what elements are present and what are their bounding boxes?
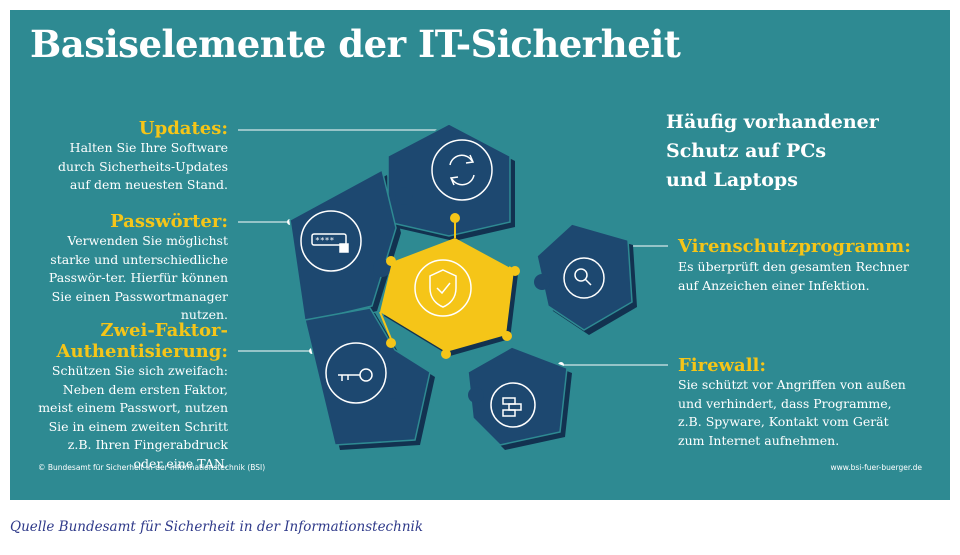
puzzle-piece-firewall: [467, 346, 568, 446]
text-virenschutz: Es überprüft den gesamten Rechner auf An…: [678, 259, 909, 293]
shield-check-icon: [414, 259, 472, 317]
text-zwei-faktor: Schützen Sie sich zweifach: Neben dem er…: [38, 363, 228, 471]
heading-passwoerter: Passwörter:: [110, 211, 228, 232]
right-heading-line: und Laptops: [666, 169, 798, 191]
puzzle-piece-zwei-faktor: [304, 307, 431, 446]
source-caption: Quelle Bundesamt für Sicherheit in der I…: [10, 519, 424, 535]
heading-authentisierung: Authentisierung:: [56, 341, 228, 362]
right-heading-line: Häufig vorhandener: [666, 111, 879, 133]
right-column-heading: Häufig vorhandener Schutz auf PCs und La…: [666, 108, 916, 195]
text-passwoerter: Verwenden Sie möglichst starke und unter…: [48, 233, 228, 322]
heading-zwei-faktor: Zwei-Faktor-: [100, 320, 228, 341]
right-heading-line: Schutz auf PCs: [666, 140, 827, 162]
copyright-footer: © Bundesamt für Sicherheit in der Inform…: [38, 463, 266, 472]
key-icon: [325, 342, 387, 404]
password-icon: ****: [300, 210, 362, 272]
puzzle-piece-virenschutz: [536, 223, 633, 331]
refresh-icon: [431, 139, 493, 201]
firewall-icon: [490, 382, 536, 428]
website-footer: www.bsi-fuer-buerger.de: [830, 463, 922, 472]
page-title: Basiselemente der IT-Sicherheit: [30, 22, 681, 66]
puzzle-piece-updates: [387, 123, 511, 237]
virus-search-icon: [563, 257, 605, 299]
svg-text:****: ****: [315, 236, 334, 245]
text-firewall: Sie schützt vor Angriffen von außen und …: [678, 377, 906, 448]
heading-updates: Updates:: [138, 118, 228, 139]
heading-virenschutz: Virenschutzprogramm:: [678, 236, 911, 257]
heading-firewall: Firewall:: [678, 355, 767, 376]
text-updates: Halten Sie Ihre Software durch Sicherhei…: [58, 140, 228, 192]
